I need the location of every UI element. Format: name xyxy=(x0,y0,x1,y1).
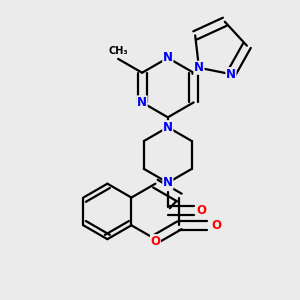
Text: N: N xyxy=(163,51,173,64)
Text: O: O xyxy=(196,204,206,217)
Text: O: O xyxy=(211,219,221,232)
Text: CH₃: CH₃ xyxy=(108,46,128,56)
Text: N: N xyxy=(163,176,173,189)
Text: O: O xyxy=(150,235,161,248)
Text: N: N xyxy=(137,96,147,109)
Text: N: N xyxy=(194,61,204,74)
Text: N: N xyxy=(163,121,173,134)
Text: N: N xyxy=(226,68,236,81)
